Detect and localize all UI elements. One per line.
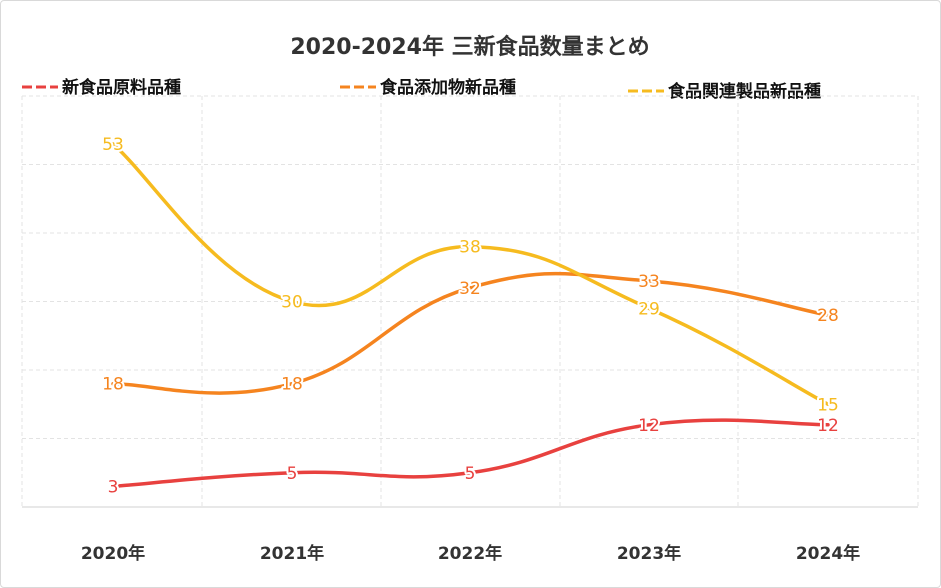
data-label-food-additive-0: 18 (102, 375, 124, 395)
legend-label-1: 食品添加物新品種 (380, 77, 516, 98)
x-tick-3: 2023年 (617, 543, 681, 564)
x-tick-2: 2022年 (438, 543, 502, 564)
series-line-food-related-product[interactable] (111, 142, 830, 406)
data-label-food-additive-2: 32 (459, 279, 481, 299)
legend-label-0: 新食品原料品種 (62, 77, 181, 98)
data-label-food-related-product-0: 53 (102, 135, 124, 155)
data-label-food-related-product-4: 15 (817, 395, 839, 415)
data-label-food-related-product-3: 29 (638, 299, 660, 319)
chart-title: 2020-2024年 三新食品数量まとめ (290, 34, 649, 60)
x-tick-4: 2024年 (796, 543, 860, 564)
data-label-new-food-material-3: 12 (638, 416, 660, 436)
x-tick-1: 2021年 (260, 543, 324, 564)
data-label-new-food-material-4: 12 (817, 416, 839, 436)
series-line-food-additive[interactable] (111, 271, 830, 395)
data-label-food-related-product-1: 30 (281, 293, 303, 313)
data-label-food-additive-1: 18 (281, 375, 303, 395)
legend-item-1[interactable]: 食品添加物新品種 (340, 77, 516, 98)
series-line-new-food-material[interactable] (111, 418, 830, 489)
data-label-food-additive-4: 28 (817, 306, 839, 326)
legend-label-2: 食品関連製品新品種 (668, 81, 821, 102)
grid (21, 95, 919, 508)
data-label-food-related-product-2: 38 (459, 238, 481, 258)
data-label-food-additive-3: 33 (638, 272, 660, 292)
data-label-new-food-material-1: 5 (287, 464, 298, 484)
legend: 新食品原料品種 食品添加物新品種 食品関連製品新品種 (22, 77, 821, 102)
legend-item-0[interactable]: 新食品原料品種 (22, 77, 181, 98)
series-layer (111, 142, 830, 489)
x-axis: 2020年 2021年 2022年 2023年 2024年 (81, 543, 860, 564)
data-label-new-food-material-2: 5 (465, 464, 476, 484)
data-labels: 3 5 5 12 12 18 18 32 33 28 53 30 38 29 15 (100, 133, 841, 500)
legend-item-2[interactable]: 食品関連製品新品種 (628, 81, 821, 102)
x-tick-0: 2020年 (81, 543, 145, 564)
data-label-new-food-material-0: 3 (108, 477, 119, 497)
